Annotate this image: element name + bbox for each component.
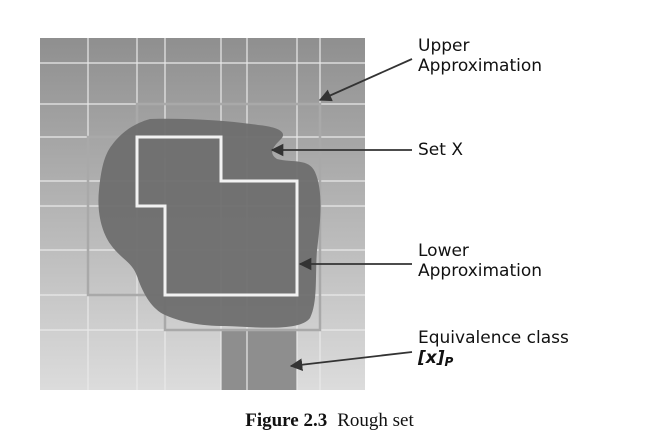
lower-approximation-label-line2: Approximation [418, 261, 543, 281]
upper-approximation-label: Upper Approximation [418, 36, 542, 76]
figure-caption: Figure 2.3 Rough set [0, 410, 659, 432]
equivalence-class-symbol: [x]P [418, 348, 569, 372]
set-x-label-text: Set X [418, 140, 463, 160]
figure-caption-text: Rough set [337, 410, 414, 431]
set-x-label: Set X [418, 140, 463, 160]
equivalence-class-arrow [289, 351, 413, 371]
lower-approximation-outline [135, 135, 299, 297]
equivalence-class-symbol-main: [x] [418, 348, 445, 368]
equivalence-class-label-line1: Equivalence class [418, 328, 569, 348]
upper-approximation-label-line1: Upper [418, 36, 470, 56]
lower-approximation-label: Lower Approximation [418, 241, 542, 281]
equivalence-class-label: Equivalence class [x]P [418, 328, 569, 372]
upper-approximation-label-line2: Approximation [418, 56, 543, 76]
callout-arrows [270, 58, 413, 371]
upper-approximation-arrow [318, 58, 413, 102]
equivalence-class-symbol-subscript: P [444, 355, 454, 369]
equivalence-class-cell [221, 330, 297, 390]
set-x-shape [98, 118, 321, 328]
lower-approximation-label-line1: Lower [418, 241, 469, 261]
figure-caption-number: Figure 2.3 [245, 410, 328, 431]
